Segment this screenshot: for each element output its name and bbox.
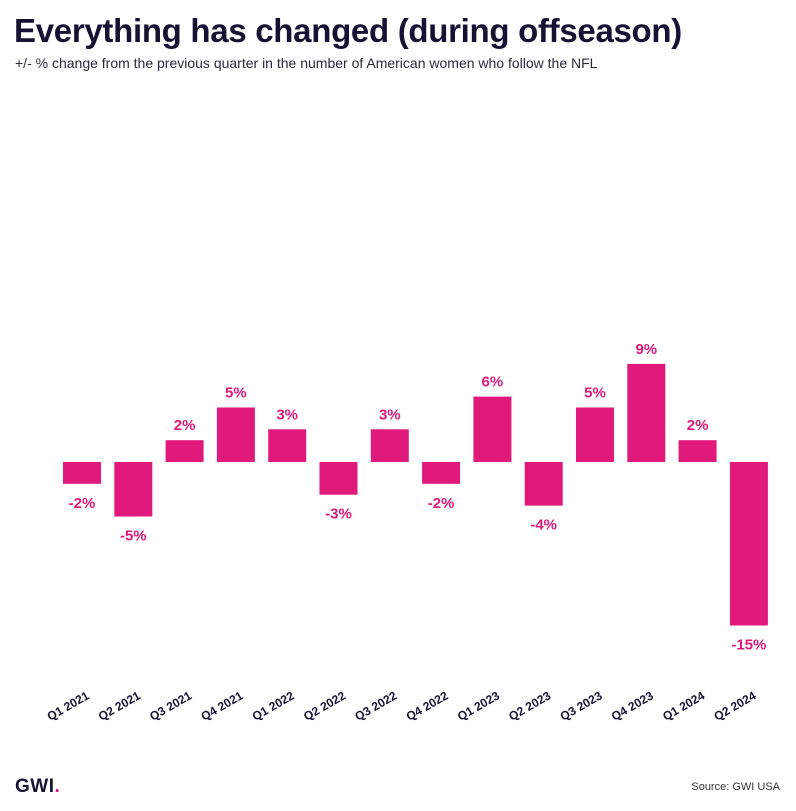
x-tick-label: Q3 2022 (352, 688, 399, 723)
x-tick-label: Q2 2024 (712, 688, 759, 723)
x-tick-label: Q3 2021 (147, 688, 194, 723)
value-label: -2% (428, 495, 455, 512)
logo-text: GWI (15, 776, 55, 797)
bar-q3-2021 (165, 440, 204, 462)
x-tick-label: Q2 2023 (506, 688, 553, 723)
value-label: 5% (584, 385, 606, 402)
x-tick-label: Q1 2021 (45, 688, 92, 723)
x-tick-label: Q1 2023 (455, 688, 502, 723)
bar-q2-2021 (114, 462, 153, 517)
x-tick-label: Q4 2023 (609, 688, 656, 723)
value-label: 2% (687, 417, 709, 434)
bar-q1-2024 (678, 440, 717, 462)
value-labels-group: -2% -5% 2% 5% 3% -3% 3% -2% 6% -4% 5% 9% 2% -15% (69, 341, 767, 654)
x-tick-label: Q1 2022 (250, 688, 297, 723)
bar-q4-2023 (627, 363, 666, 462)
value-label: -3% (325, 506, 352, 523)
x-tick-label: Q2 2021 (96, 688, 143, 723)
bar-chart: -2% -5% 2% 5% 3% -3% 3% -2% 6% -4% 5% 9% 2% -15% Q1 2… (45, 341, 768, 724)
x-tick-label: Q3 2023 (558, 688, 605, 723)
x-tick-label: Q1 2024 (660, 688, 707, 723)
bar-q1-2021 (63, 462, 101, 484)
chart-subtitle: +/- % change from the previous quarter i… (15, 55, 598, 71)
value-label: 3% (276, 406, 298, 423)
bar-q3-2023 (576, 407, 614, 462)
value-label: 2% (174, 417, 196, 434)
x-tick-labels-group: Q1 2021 Q2 2021 Q3 2021 Q4 2021 Q1 2022 Q2 20… (45, 688, 759, 723)
bar-q1-2022 (268, 429, 307, 462)
value-label: -15% (731, 637, 766, 654)
bar-q2-2024 (729, 462, 768, 626)
source-note: Source: GWI USA (691, 781, 780, 793)
chart-title: Everything has changed (during offseason… (14, 12, 682, 49)
x-tick-label: Q4 2022 (404, 688, 451, 723)
value-label: -5% (120, 528, 147, 545)
logo-dot: . (54, 776, 61, 797)
value-label: 9% (635, 341, 657, 358)
bar-q4-2022 (422, 462, 461, 484)
x-tick-label: Q4 2021 (199, 688, 246, 723)
value-label: 5% (225, 385, 247, 402)
bar-q2-2023 (524, 462, 563, 506)
bar-q1-2023 (473, 396, 512, 462)
value-label: 6% (482, 374, 504, 391)
bar-q3-2022 (370, 429, 409, 462)
value-label: 3% (379, 406, 401, 423)
value-label: -4% (530, 517, 557, 534)
bar-q4-2021 (216, 407, 255, 462)
gwi-logo: GWI. (15, 776, 60, 798)
x-tick-label: Q2 2022 (301, 688, 348, 723)
bars-group (63, 363, 768, 626)
bar-q2-2022 (319, 462, 358, 495)
value-label: -2% (69, 495, 96, 512)
